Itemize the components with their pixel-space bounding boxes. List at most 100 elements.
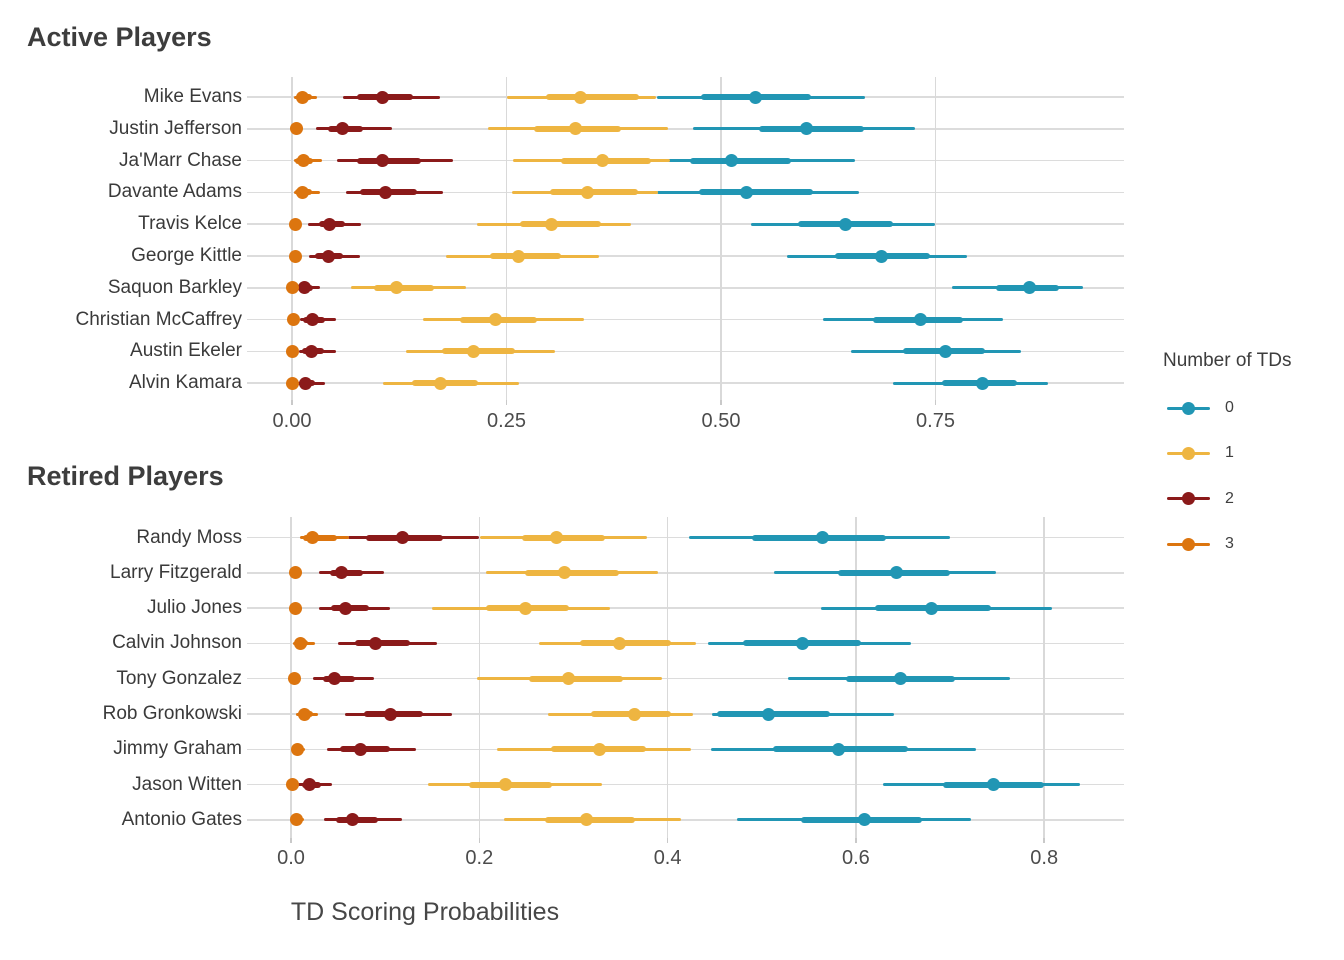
point-marker-0td (893, 672, 907, 686)
player-label: Christian McCaffrey (75, 308, 242, 330)
legend-entry-label: 1 (1225, 444, 1234, 462)
point-marker-3td (289, 566, 303, 580)
x-axis-title: TD Scoring Probabilities (290, 898, 560, 926)
point-marker-3td (293, 636, 307, 650)
row-gridline (247, 783, 1124, 786)
x-gridline (720, 77, 722, 400)
row-gridline (247, 819, 1124, 821)
x-tickmark (478, 838, 481, 843)
point-marker-1td (390, 281, 404, 295)
point-marker-1td (545, 217, 559, 231)
point-marker-2td (369, 636, 383, 650)
point-marker-1td (596, 154, 610, 168)
point-marker-3td (296, 154, 310, 168)
row-gridline (247, 350, 1124, 353)
point-marker-1td (499, 778, 513, 792)
row-gridline (247, 318, 1124, 321)
point-marker-0td (740, 185, 754, 199)
x-tick-label: 0.2 (465, 847, 494, 869)
point-marker-3td (297, 707, 311, 721)
x-tick-label: 0.75 (916, 410, 955, 432)
point-marker-3td (288, 217, 302, 231)
point-marker-1td (580, 185, 594, 199)
point-marker-2td (375, 90, 389, 104)
point-marker-2td (384, 707, 398, 721)
player-label: Alvin Kamara (129, 372, 242, 394)
player-label: Tony Gonzalez (116, 667, 242, 689)
point-marker-1td (550, 531, 563, 544)
point-marker-0td (800, 122, 814, 136)
row-gridline (247, 607, 1124, 609)
point-marker-1td (557, 566, 571, 580)
point-marker-0td (795, 636, 809, 650)
point-marker-2td (336, 122, 350, 136)
point-marker-2td (335, 566, 349, 580)
legend-entry-label: 0 (1225, 399, 1234, 416)
player-label: Rob Gronkowski (102, 703, 242, 724)
interval-inner-1td (529, 675, 624, 682)
x-gridline (505, 77, 508, 400)
point-marker-0td (857, 813, 871, 827)
legend-entry-label: 3 (1225, 535, 1234, 553)
x-gridline (934, 77, 937, 400)
row-gridline (247, 677, 1124, 680)
player-label: Larry Fitzgerald (110, 561, 242, 583)
point-marker-0td (874, 249, 888, 263)
row-gridline (247, 382, 1124, 384)
point-marker-3td (286, 344, 300, 358)
x-tickmark (1043, 838, 1045, 843)
x-tick-label: 0.0 (277, 847, 305, 869)
point-marker-3td (289, 601, 303, 615)
point-marker-1td (613, 636, 627, 650)
point-marker-2td (321, 249, 335, 263)
point-marker-0td (976, 376, 990, 390)
interval-inner-1td (521, 534, 606, 541)
point-marker-2td (306, 313, 320, 327)
interval-inner-1td (525, 569, 619, 576)
point-marker-0td (748, 90, 762, 104)
interval-inner-3td (303, 534, 338, 541)
row-gridline (247, 255, 1124, 257)
x-tick-label: 0.50 (701, 410, 741, 432)
interval-inner-1td (520, 221, 601, 228)
point-marker-3td (290, 813, 304, 827)
point-marker-2td (379, 185, 393, 199)
point-marker-0td (924, 601, 938, 615)
point-marker-2td (297, 281, 311, 295)
legend-key-dot (1182, 537, 1195, 551)
point-marker-3td (286, 778, 300, 792)
point-marker-3td (306, 531, 320, 544)
x-tick-label: 0.4 (653, 847, 682, 869)
point-marker-2td (327, 672, 341, 686)
x-tick-label: 0.25 (487, 410, 526, 432)
x-tickmark (855, 838, 857, 843)
row-gridline (247, 223, 1124, 225)
x-tickmark (720, 400, 722, 405)
player-label: Justin Jefferson (109, 117, 242, 139)
player-label: Antonio Gates (121, 808, 242, 830)
x-gridline (291, 77, 293, 400)
point-marker-0td (986, 778, 1000, 792)
player-label: Austin Ekeler (130, 340, 242, 362)
x-tickmark (291, 400, 293, 405)
point-marker-0td (761, 707, 775, 721)
point-marker-0td (831, 742, 845, 756)
x-tickmark (290, 838, 292, 843)
point-marker-1td (568, 122, 582, 136)
point-marker-1td (518, 601, 532, 615)
point-marker-3td (291, 742, 305, 756)
point-marker-2td (354, 742, 368, 756)
row-gridline (247, 572, 1124, 574)
interval-inner-0td (698, 189, 813, 196)
point-marker-1td (580, 813, 594, 827)
player-label: Saquon Barkley (107, 276, 242, 298)
point-marker-1td (433, 376, 447, 390)
row-gridline (247, 287, 1124, 289)
player-label: Julio Jones (146, 597, 242, 619)
player-label: Randy Moss (136, 526, 242, 548)
point-marker-2td (376, 154, 390, 168)
interval-inner-1td (545, 94, 640, 100)
point-marker-2td (339, 601, 353, 615)
interval-inner-1td (373, 284, 434, 291)
interval-inner-2td (355, 640, 410, 647)
